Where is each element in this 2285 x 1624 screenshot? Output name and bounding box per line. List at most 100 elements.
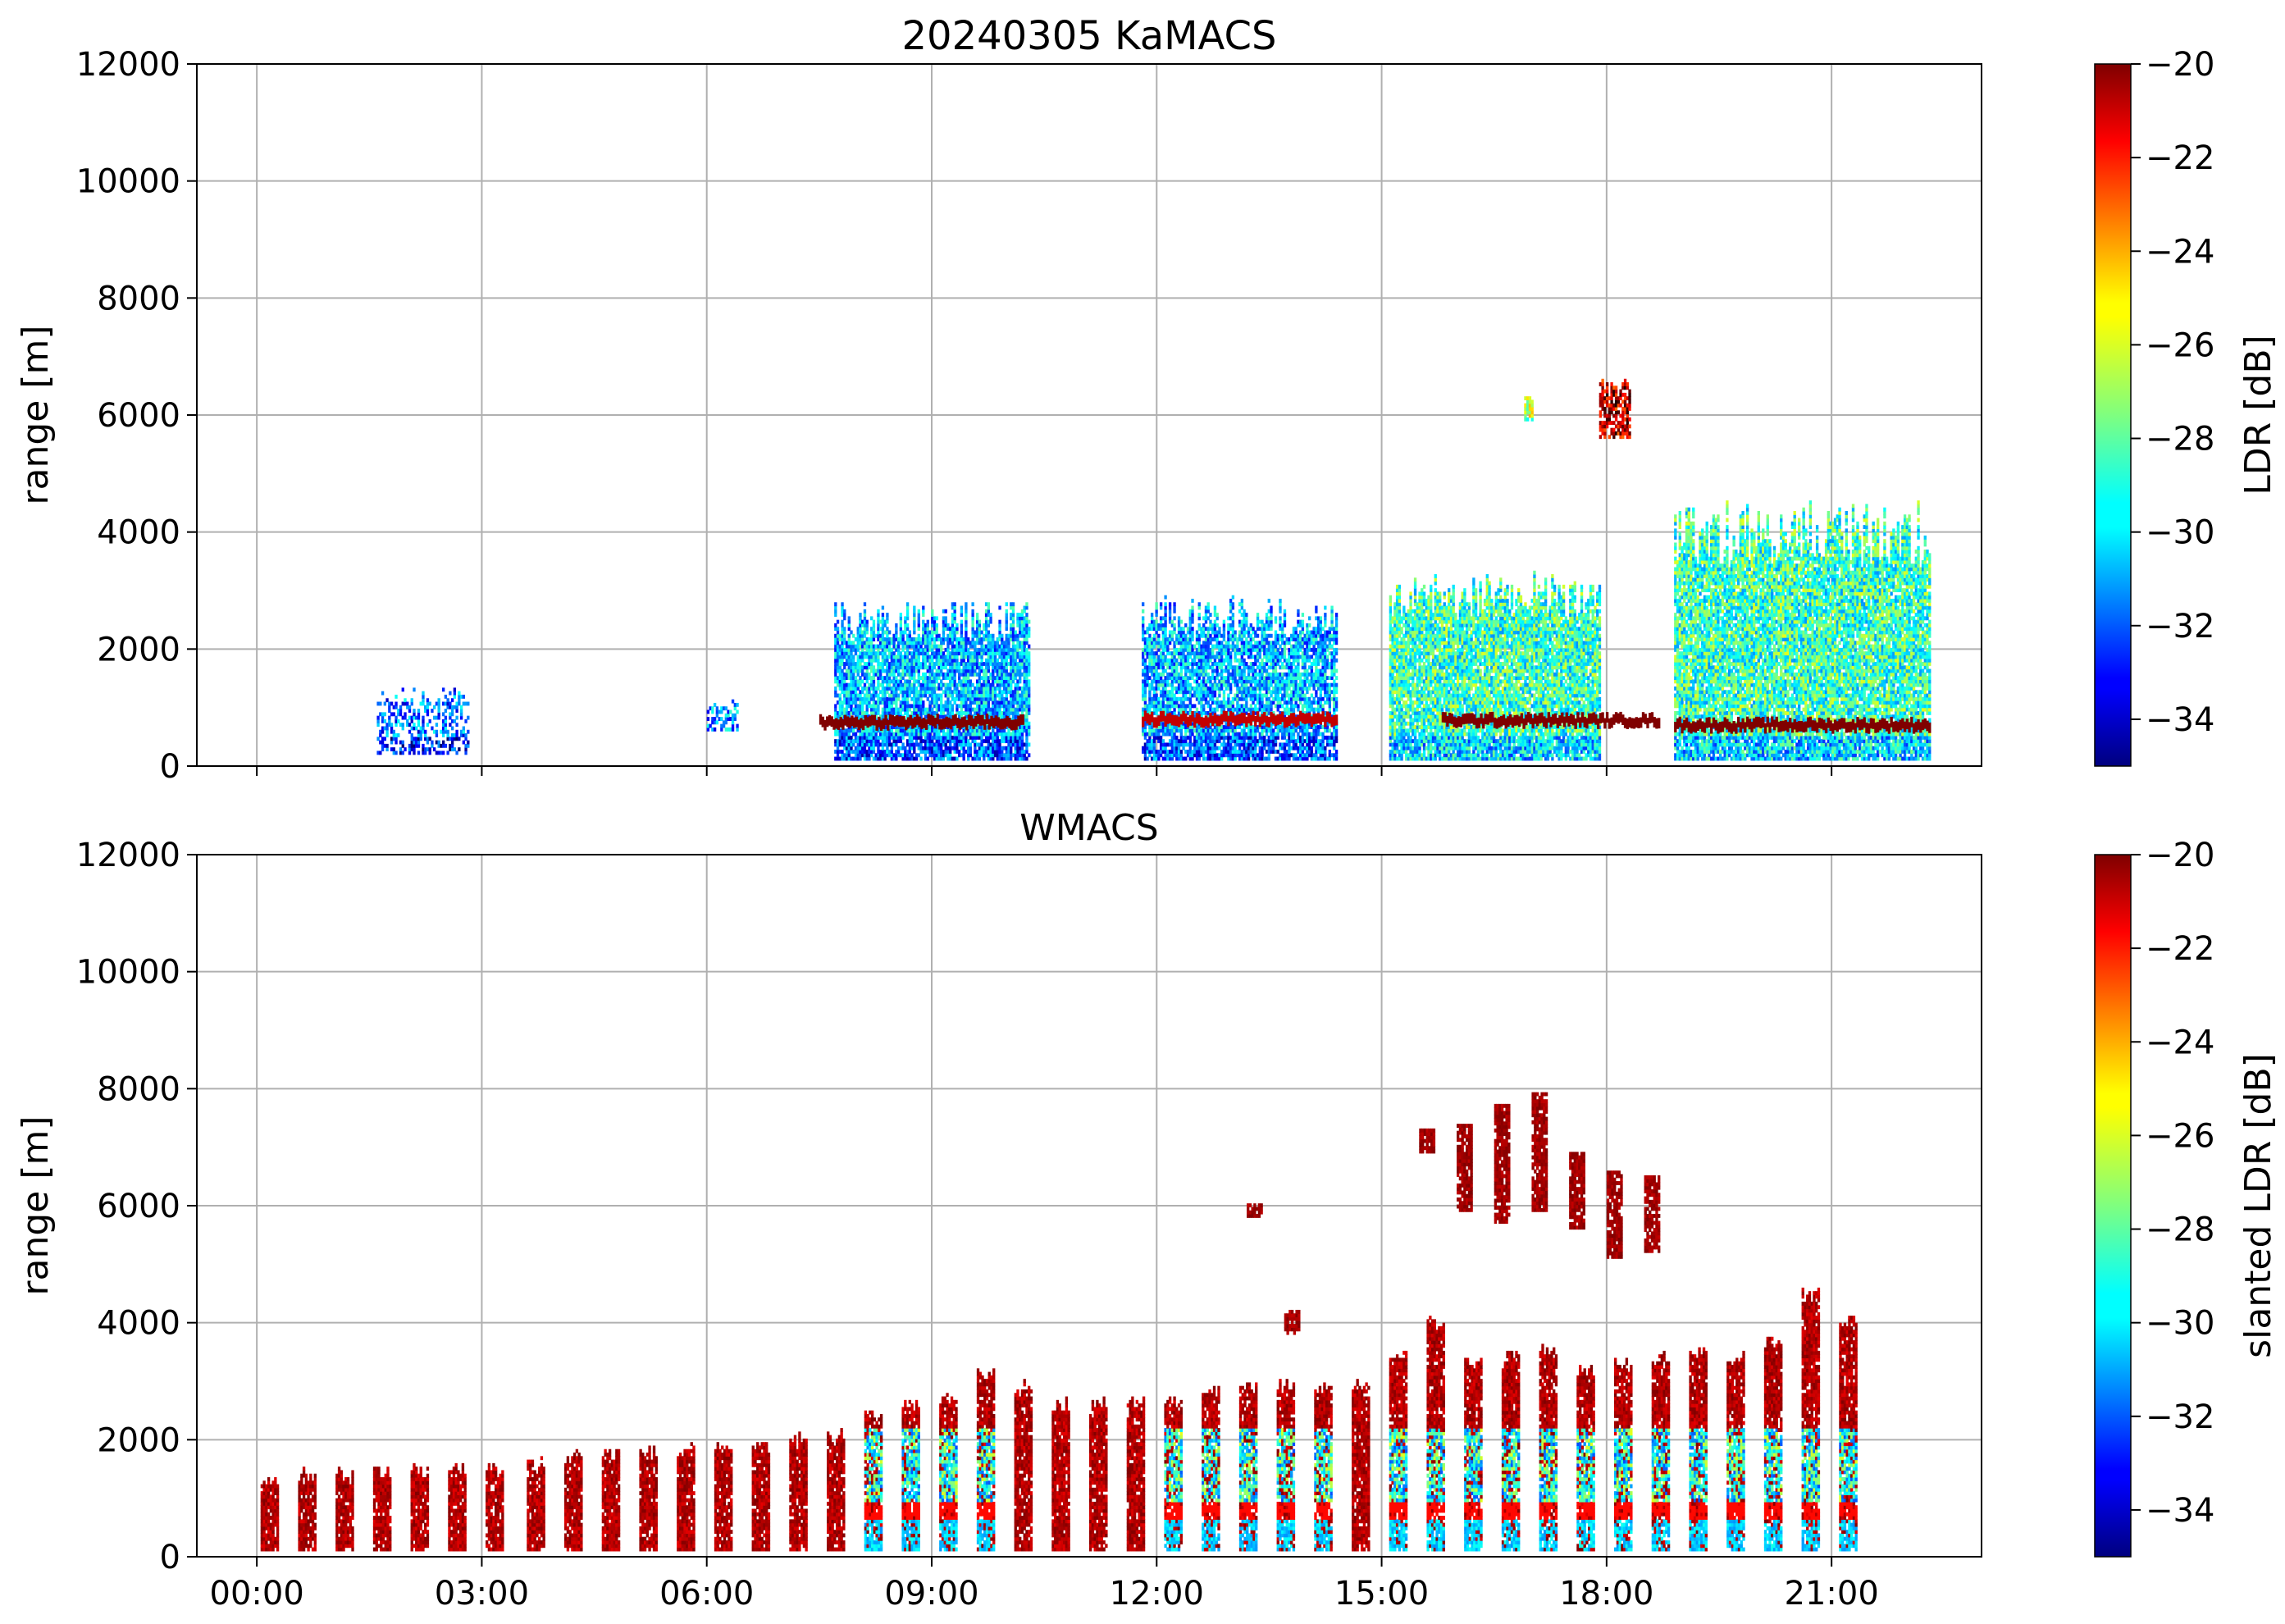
- heatmap-cell: [1229, 658, 1233, 663]
- heatmap-cell: [937, 693, 941, 698]
- heatmap-cell: [1175, 662, 1179, 666]
- heatmap-cell: [928, 668, 932, 673]
- heatmap-cell: [983, 710, 986, 715]
- heatmap-cell: [1204, 696, 1208, 701]
- heatmap-cell: [1243, 753, 1246, 758]
- heatmap-cell: [424, 747, 427, 752]
- heatmap-cell: [852, 665, 855, 670]
- heatmap-cell: [381, 726, 385, 731]
- heatmap-cell: [1197, 665, 1201, 670]
- heatmap-cell: [877, 707, 880, 712]
- heatmap-cell: [1166, 732, 1170, 737]
- heatmap-cell: [1240, 644, 1244, 649]
- heatmap-cell: [971, 651, 974, 656]
- heatmap-cell: [899, 690, 903, 695]
- heatmap-cell: [1161, 668, 1165, 673]
- heatmap-cell: [870, 662, 873, 666]
- heatmap-cell: [711, 706, 714, 711]
- heatmap-cell: [924, 647, 928, 652]
- heatmap-cell: [908, 637, 911, 641]
- heatmap-cell: [410, 718, 413, 723]
- heatmap-cell: [1155, 630, 1158, 635]
- heatmap-cell: [901, 728, 905, 733]
- heatmap-cell: [978, 725, 982, 729]
- heatmap-cell: [1182, 696, 1185, 701]
- heatmap-cell: [1028, 753, 1031, 758]
- heatmap-cell: [926, 658, 929, 663]
- heatmap-cell: [984, 693, 988, 698]
- heatmap-cell: [1019, 619, 1022, 624]
- heatmap-cell: [392, 733, 395, 737]
- heatmap-cell: [838, 672, 841, 677]
- heatmap-cell: [935, 750, 938, 754]
- heatmap-cell: [1225, 725, 1228, 729]
- heatmap-cell: [1243, 696, 1246, 701]
- heatmap-cell: [886, 735, 889, 740]
- heatmap-cell: [1148, 739, 1152, 744]
- heatmap-cell: [1175, 753, 1179, 758]
- heatmap-cell: [899, 710, 903, 715]
- heatmap-cell: [951, 679, 955, 684]
- heatmap-cell: [1243, 672, 1246, 677]
- heatmap-cell: [1197, 647, 1201, 652]
- heatmap-cell: [850, 655, 853, 659]
- heatmap-cell: [978, 637, 982, 641]
- heatmap-cell: [1195, 742, 1199, 747]
- heatmap-cell: [1227, 630, 1230, 635]
- heatmap-cell: [1249, 742, 1252, 747]
- heatmap-cell: [969, 641, 973, 645]
- heatmap-cell: [1243, 641, 1246, 645]
- heatmap-cell: [926, 630, 929, 635]
- heatmap-cell: [1238, 710, 1242, 715]
- heatmap-cell: [1175, 704, 1179, 709]
- heatmap-cell: [886, 637, 889, 641]
- heatmap-cell: [1150, 721, 1154, 726]
- heatmap-cell: [1197, 668, 1201, 673]
- heatmap-cell: [1175, 672, 1179, 677]
- heatmap-cell: [834, 707, 837, 712]
- heatmap-cell: [974, 647, 977, 652]
- heatmap-cell: [417, 740, 421, 745]
- heatmap-cell: [1218, 700, 1221, 705]
- heatmap-cell: [984, 728, 988, 733]
- heatmap-cell: [951, 728, 955, 733]
- heatmap-cell: [1179, 662, 1183, 666]
- heatmap-cell: [441, 723, 445, 728]
- heatmap-cell: [464, 737, 467, 741]
- heatmap-cell: [870, 746, 873, 750]
- heatmap-cell: [428, 718, 431, 723]
- heatmap-cell: [1182, 690, 1185, 695]
- heatmap-cell: [1011, 696, 1015, 701]
- heatmap-cell: [926, 619, 929, 624]
- heatmap-cell: [980, 630, 983, 635]
- heatmap-cell: [962, 700, 965, 705]
- heatmap-cell: [883, 623, 887, 627]
- heatmap-cell: [399, 723, 403, 728]
- heatmap-cell: [834, 647, 837, 652]
- heatmap-cell: [924, 672, 928, 677]
- heatmap-cell: [1240, 739, 1244, 744]
- heatmap-cell: [1243, 623, 1246, 627]
- heatmap-cell: [886, 742, 889, 747]
- heatmap-cell: [733, 702, 737, 707]
- heatmap-cell: [1155, 707, 1158, 712]
- heatmap-cell: [905, 696, 910, 701]
- heatmap-cell: [1213, 746, 1217, 750]
- heatmap-cell: [1168, 672, 1172, 677]
- heatmap-cell: [890, 658, 894, 663]
- heatmap-cell: [881, 662, 885, 666]
- heatmap-cell: [895, 739, 898, 744]
- heatmap-cell: [944, 746, 947, 750]
- heatmap-cell: [1191, 662, 1194, 666]
- heatmap-cell: [1146, 651, 1149, 656]
- heatmap-cell: [1161, 665, 1165, 670]
- heatmap-cell: [428, 750, 431, 755]
- heatmap-cell: [1170, 746, 1174, 750]
- heatmap-cell: [953, 658, 956, 663]
- heatmap-cell: [1182, 735, 1185, 740]
- heatmap-cell: [1231, 676, 1235, 681]
- heatmap-cell: [1231, 753, 1235, 758]
- heatmap-cell: [437, 740, 440, 745]
- heatmap-cell: [965, 619, 968, 624]
- heatmap-cell: [1016, 700, 1019, 705]
